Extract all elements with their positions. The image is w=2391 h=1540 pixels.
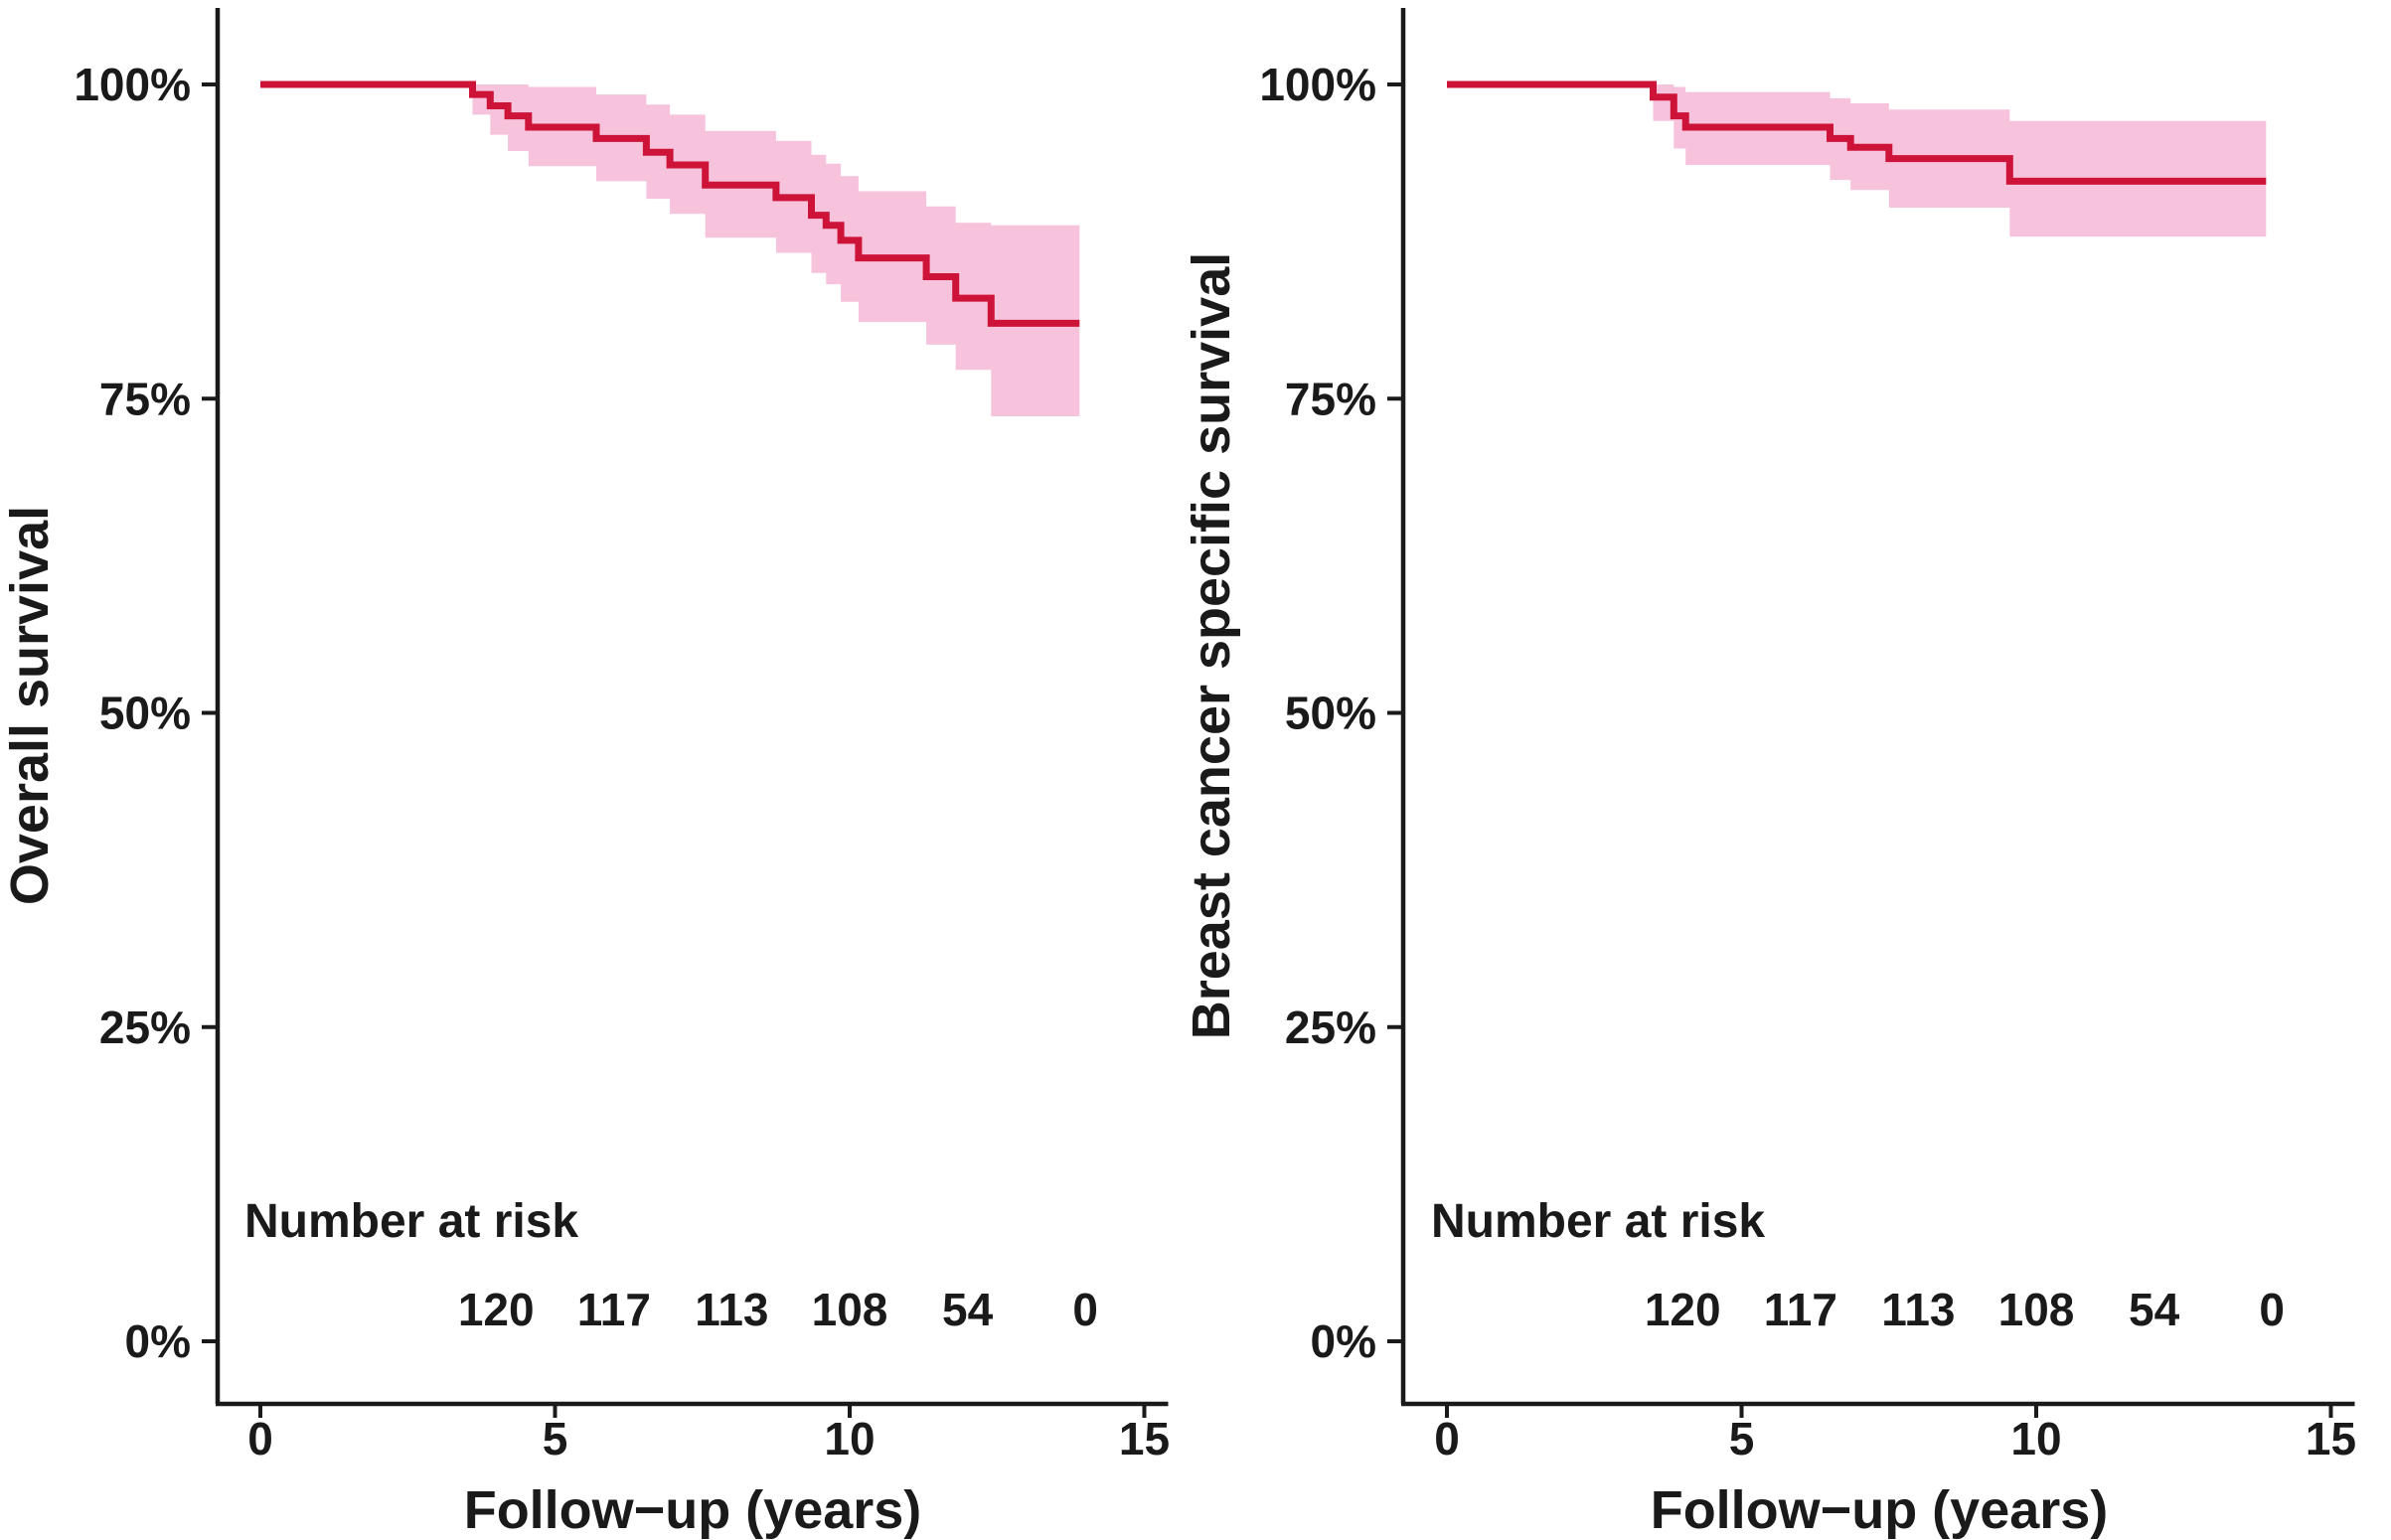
x-tick-label: 5 (543, 1413, 568, 1464)
y-tick-label: 75% (1285, 373, 1376, 424)
risk-number: 0 (2259, 1284, 2285, 1335)
panel-breast-cancer-specific-survival: 0% 25% 50% 75% 100% 0 5 10 15 120 117 113 108 54 0 (1259, 8, 2356, 1464)
x-axis-title-left: Follow−up (years) (464, 1480, 922, 1540)
y-tick-label: 100% (1259, 59, 1376, 110)
risk-number: 108 (1998, 1284, 2075, 1335)
x-tick-label: 0 (1434, 1413, 1460, 1464)
y-tick-label: 50% (1285, 688, 1376, 739)
y-tick-label: 50% (99, 688, 191, 739)
risk-number: 54 (2129, 1284, 2180, 1335)
number-at-risk-label-right: Number at risk (1431, 1195, 1765, 1248)
x-axis-title-right: Follow−up (years) (1651, 1480, 2109, 1540)
survival-curve (1447, 80, 2267, 185)
risk-number: 120 (1645, 1284, 1721, 1335)
risk-number: 113 (695, 1284, 768, 1335)
risk-number: 117 (577, 1284, 651, 1335)
risk-number: 0 (1072, 1284, 1098, 1335)
x-tick-label: 5 (1729, 1413, 1755, 1464)
number-at-risk-label-left: Number at risk (244, 1195, 578, 1248)
survival-curve (260, 80, 1080, 327)
panel-overall-survival: 0% 25% 50% 75% 100% 0 5 10 15 120 117 113 108 54 0 (74, 8, 1170, 1464)
risk-number: 54 (942, 1284, 994, 1335)
y-tick-label: 0% (1311, 1315, 1376, 1367)
risk-number: 113 (1881, 1284, 1955, 1335)
y-tick-label: 25% (1285, 1001, 1376, 1053)
y-tick-label: 0% (125, 1315, 191, 1367)
confidence-band (260, 84, 1080, 416)
y-tick-label: 25% (99, 1001, 191, 1053)
y-axis-title-left: Overall survival (0, 506, 60, 905)
x-tick-label: 15 (2306, 1413, 2356, 1464)
risk-number: 117 (1764, 1284, 1837, 1335)
x-tick-label: 15 (1119, 1413, 1170, 1464)
risk-number: 108 (812, 1284, 888, 1335)
x-tick-label: 10 (824, 1413, 875, 1464)
confidence-band (1447, 84, 2267, 237)
risk-number: 120 (458, 1284, 535, 1335)
y-axis-title-right: Breast cancer specific survival (1182, 252, 1241, 1039)
x-tick-label: 0 (247, 1413, 273, 1464)
y-tick-label: 75% (99, 373, 191, 424)
y-tick-label: 100% (74, 59, 191, 110)
x-tick-label: 10 (2010, 1413, 2061, 1464)
